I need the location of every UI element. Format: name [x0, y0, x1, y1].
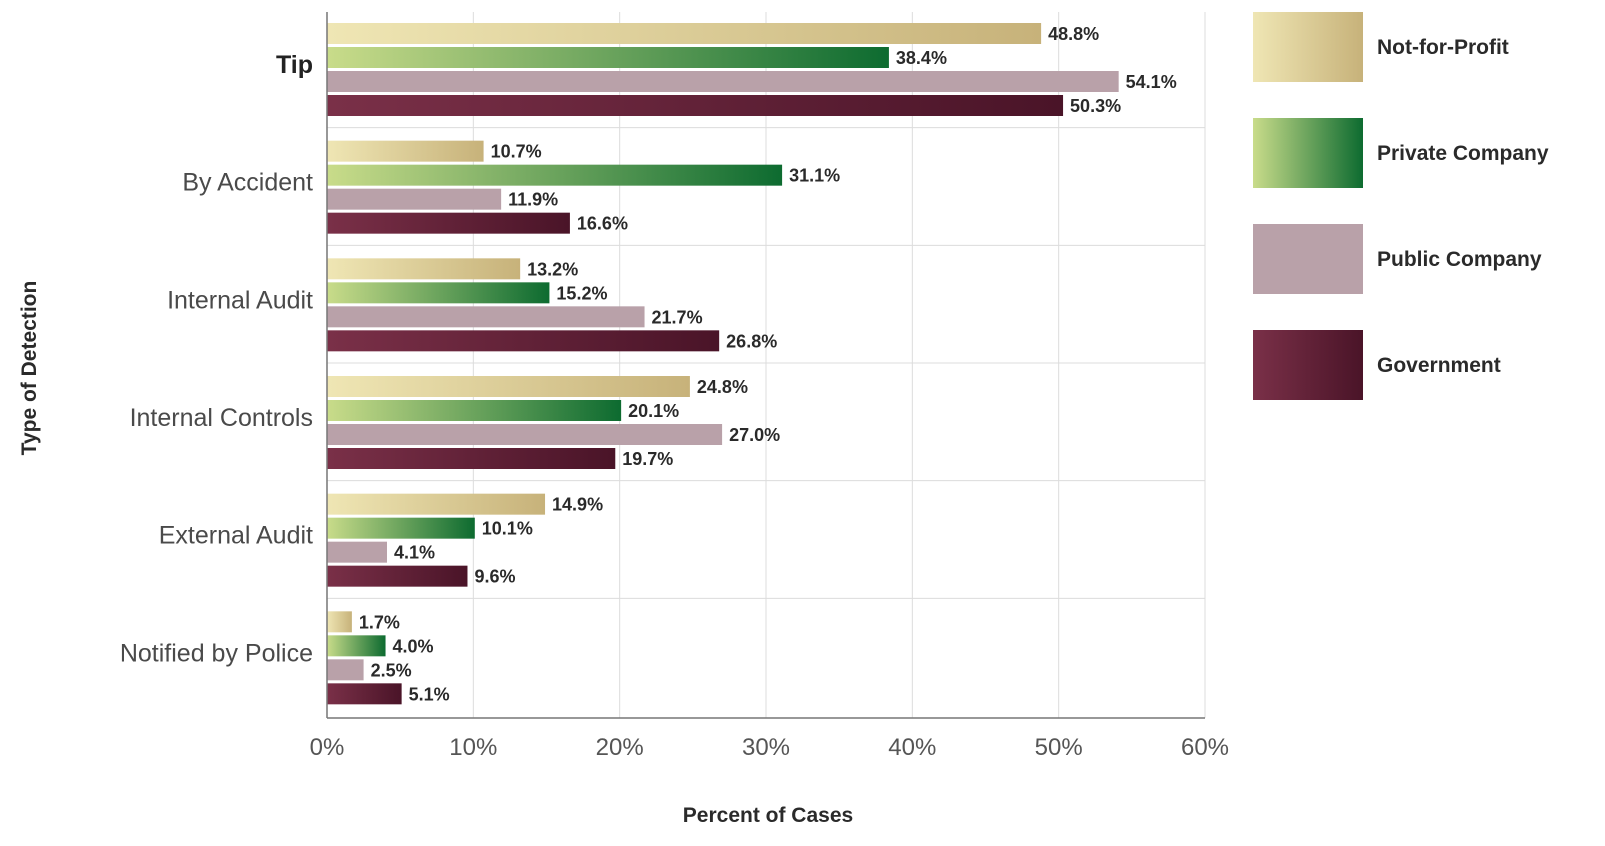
bar-value-label: 27.0% — [729, 425, 780, 445]
legend-swatch — [1253, 118, 1363, 188]
legend-label: Private Company — [1377, 142, 1549, 165]
x-tick-label: 40% — [888, 734, 936, 761]
x-tick-label: 0% — [310, 734, 345, 761]
bar-value-label: 54.1% — [1126, 72, 1177, 92]
bar — [327, 565, 468, 587]
legend-label: Not-for-Profit — [1377, 36, 1509, 59]
bar-value-label: 48.8% — [1048, 24, 1099, 44]
x-axis-title: Percent of Cases — [683, 804, 853, 827]
category-label: Internal Audit — [167, 286, 313, 314]
bar-value-label: 4.1% — [394, 543, 435, 563]
bar — [327, 47, 889, 68]
bar-value-label: 9.6% — [474, 567, 515, 587]
bar — [327, 611, 352, 633]
bar — [327, 140, 484, 162]
category-label: Internal Controls — [130, 404, 313, 432]
bar — [327, 541, 387, 563]
bars — [327, 23, 1119, 705]
x-tick-label: 20% — [596, 734, 644, 761]
bar-value-label: 24.8% — [697, 377, 748, 397]
bar — [327, 188, 502, 210]
bar — [327, 400, 622, 421]
legend-swatch — [1253, 330, 1363, 400]
bar — [327, 517, 475, 539]
legend-swatch — [1253, 224, 1363, 294]
bar — [327, 282, 550, 304]
x-tick-label: 50% — [1035, 734, 1083, 761]
y-axis-title: Type of Detection — [18, 281, 41, 456]
bar-value-label: 20.1% — [628, 401, 679, 421]
axes — [326, 12, 1205, 719]
bar — [327, 424, 723, 445]
bar-value-label: 15.2% — [556, 283, 607, 303]
bar-value-label: 19.7% — [622, 449, 673, 469]
x-tick-label: 30% — [742, 734, 790, 761]
category-label: By Accident — [182, 169, 313, 197]
bar — [327, 95, 1064, 116]
bar — [327, 164, 783, 186]
bar-value-label: 5.1% — [409, 684, 450, 704]
bar — [327, 212, 570, 234]
bar-value-label: 11.9% — [508, 190, 558, 210]
category-label: Notified by Police — [120, 639, 313, 667]
bar-value-label: 10.1% — [482, 519, 533, 539]
bar-value-label: 4.0% — [393, 636, 434, 656]
bar — [327, 71, 1119, 92]
value-labels: 48.8% 38.4% 54.1%50.3% 10.7% 31.1% 11.9% 16.6%… — [359, 24, 1177, 704]
bar-value-label: 2.5% — [371, 660, 412, 680]
bar-value-label: 13.2% — [527, 259, 578, 279]
bar-value-label: 50.3% — [1070, 96, 1121, 116]
bar-value-label: 21.7% — [652, 307, 703, 327]
bar-value-label: 14.9% — [552, 495, 603, 515]
bar — [327, 635, 386, 657]
gridlines — [327, 12, 1206, 718]
bar — [327, 659, 364, 681]
bar — [327, 23, 1042, 44]
bar-value-label: 26.8% — [726, 331, 777, 351]
bar — [327, 376, 690, 397]
bar-value-label: 16.6% — [577, 214, 628, 234]
x-tick-label: 10% — [449, 734, 497, 761]
bar — [327, 493, 546, 515]
bar-value-label: 38.4% — [896, 48, 947, 68]
bar — [327, 448, 616, 469]
category-label: Tip — [276, 51, 313, 79]
bar-value-label: 31.1% — [789, 166, 840, 186]
x-ticks: 0% 10% 20% 30% 40% 50% 60% — [310, 734, 1229, 761]
legend-swatch — [1253, 12, 1363, 82]
legend-label: Government — [1377, 354, 1501, 377]
legend: Not-for-Profit Private Company Public Comp… — [1253, 12, 1549, 400]
bar — [327, 330, 720, 352]
legend-label: Public Company — [1377, 248, 1542, 271]
bar — [327, 683, 402, 705]
bar — [327, 306, 645, 328]
x-tick-label: 60% — [1181, 734, 1229, 761]
bar-value-label: 1.7% — [359, 612, 400, 632]
category-label: External Audit — [159, 522, 313, 550]
bar-value-label: 10.7% — [491, 142, 542, 162]
category-labels: Tip By Accident Internal Audit Internal Con… — [120, 51, 313, 667]
bar — [327, 258, 521, 280]
